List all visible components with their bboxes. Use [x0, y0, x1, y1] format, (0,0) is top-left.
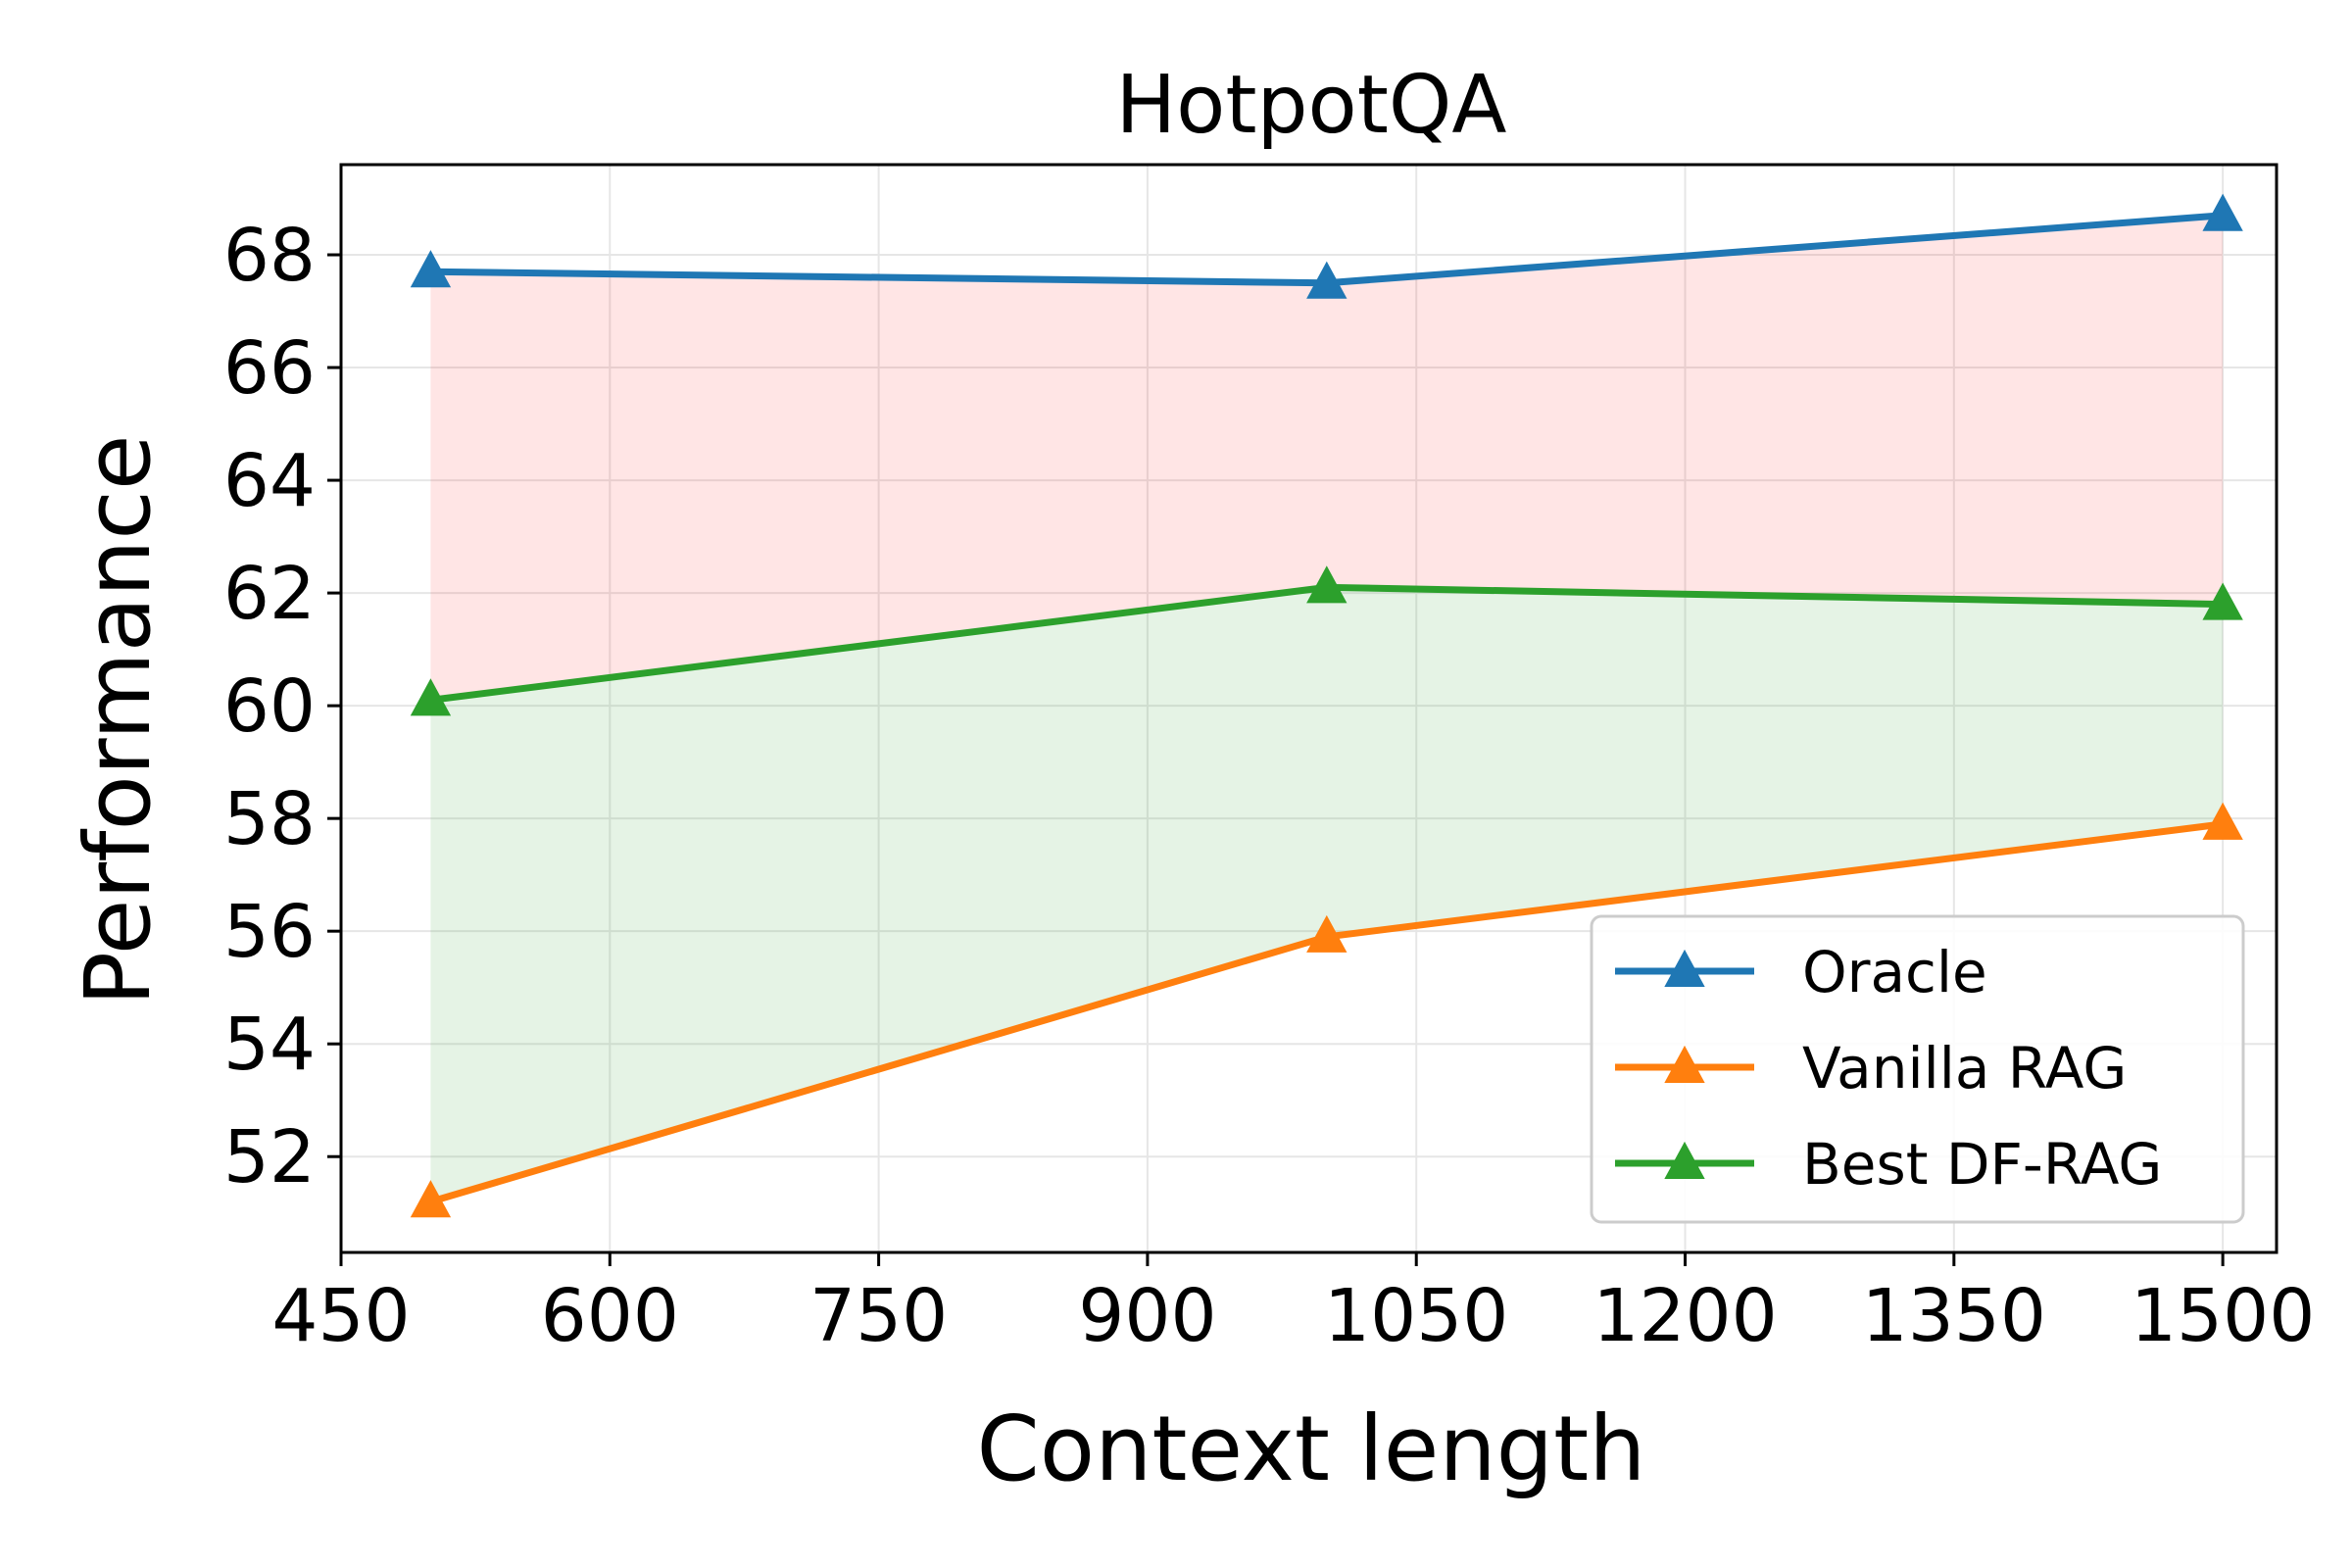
legend-label-oracle: Oracle: [1802, 939, 1987, 1005]
y-tick-label-64: 64: [223, 439, 316, 523]
chart-title: HotpotQA: [1116, 59, 1507, 152]
x-tick-label-600: 600: [541, 1274, 679, 1358]
series-markers: [410, 193, 2243, 1218]
marker-vanilla-rag-1000: [1306, 914, 1348, 953]
x-tick-label-750: 750: [809, 1274, 948, 1358]
legend-marker-vanilla-rag: [1664, 1045, 1705, 1083]
y-tick-label-52: 52: [223, 1115, 316, 1200]
legend: Oracle Vanilla RAG Best DF-RAG: [1590, 914, 2245, 1224]
x-tick-label-450: 450: [271, 1274, 410, 1358]
marker-vanilla-rag-1500: [2202, 802, 2243, 840]
plot-frame: [339, 163, 2278, 1254]
y-tick-label-62: 62: [223, 552, 316, 636]
legend-marker-best-df-rag: [1664, 1141, 1705, 1179]
x-tick-label-1500: 1500: [2131, 1274, 2315, 1358]
x-tick-label-1350: 1350: [1862, 1274, 2046, 1358]
y-tick-label-66: 66: [223, 326, 316, 411]
legend-label-vanilla-rag: Vanilla RAG: [1802, 1035, 2127, 1102]
legend-box: [1590, 914, 2245, 1224]
y-tick-label-58: 58: [223, 777, 316, 861]
marker-best-df-rag-1500: [2202, 582, 2243, 620]
y-axis-ticks: 52 54 56 58 60 62 64 66 68: [223, 214, 341, 1200]
marker-oracle-1000: [1306, 261, 1348, 299]
x-tick-label-1050: 1050: [1324, 1274, 1508, 1358]
x-axis-ticks: 450 600 750 900 1050 1200 1350 1500: [271, 1252, 2315, 1358]
marker-best-df-rag-500: [410, 678, 452, 716]
legend-marker-oracle: [1664, 949, 1705, 987]
y-tick-label-68: 68: [223, 214, 316, 298]
legend-label-best-df-rag: Best DF-RAG: [1802, 1131, 2162, 1198]
x-tick-label-1200: 1200: [1592, 1274, 1777, 1358]
x-tick-label-900: 900: [1078, 1274, 1216, 1358]
x-axis-label: Context length: [977, 1396, 1646, 1501]
fill-region-1: [430, 215, 2224, 701]
y-tick-label-54: 54: [223, 1003, 316, 1087]
marker-best-df-rag-1000: [1306, 565, 1348, 604]
fill-region-2: [430, 587, 2224, 1202]
marker-vanilla-rag-500: [410, 1180, 452, 1218]
y-tick-label-56: 56: [223, 890, 316, 974]
marker-oracle-1500: [2202, 193, 2243, 231]
y-tick-label-60: 60: [223, 664, 316, 749]
marker-oracle-500: [410, 250, 452, 288]
y-axis-label: Performance: [66, 435, 171, 1006]
fill-regions: [430, 215, 2224, 1202]
